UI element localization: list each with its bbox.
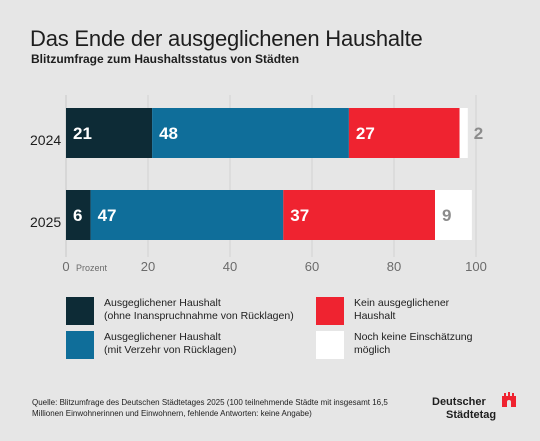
bar-segment [283, 190, 435, 240]
logo-text: Deutscher [432, 396, 486, 408]
chart-title: Das Ende der ausgeglichenen Haushalte [30, 26, 423, 51]
legend-label: Haushalt [354, 310, 396, 322]
x-axis-unit: Prozent [76, 263, 108, 273]
bar-segment [348, 108, 460, 158]
x-tick-label: 0 [62, 259, 69, 274]
data-label: 27 [356, 124, 375, 143]
legend-item-ausgeglichen-mit: Ausgeglichener Haushalt (mit Verzehr von… [66, 331, 236, 359]
legend-item-kein-ausgeglichen: Kein ausgeglichener Haushalt [316, 297, 449, 325]
x-axis: 0 20 40 60 80 100 Prozent [62, 259, 486, 274]
data-label: 47 [98, 206, 117, 225]
data-label: 6 [73, 206, 82, 225]
legend-label: (ohne Inanspruchnahme von Rücklagen) [104, 310, 294, 322]
category-label: 2024 [30, 132, 61, 148]
category-label: 2025 [30, 214, 61, 230]
bar-segment [66, 108, 153, 158]
legend-item-keine-einschaetzung: Noch keine Einschätzung möglich [316, 331, 473, 359]
data-label: 48 [159, 124, 178, 143]
bar-segment [459, 108, 468, 158]
chart-subtitle: Blitzumfrage zum Haushaltsstatus von Stä… [31, 52, 300, 66]
x-tick-label: 20 [141, 259, 155, 274]
legend-swatch [316, 331, 344, 359]
city-wall-icon [502, 392, 516, 407]
data-label: 21 [73, 124, 92, 143]
legend-label: Kein ausgeglichener [354, 297, 450, 309]
bar-segment [152, 108, 349, 158]
legend-label: Noch keine Einschätzung [354, 331, 473, 343]
data-label: 9 [442, 206, 451, 225]
logo-text: Städtetag [446, 409, 497, 421]
category-labels: 2024 2025 [30, 132, 61, 230]
x-tick-label: 80 [387, 259, 401, 274]
data-label: 2 [474, 124, 483, 143]
legend-label: (mit Verzehr von Rücklagen) [104, 344, 237, 356]
legend-item-ausgeglichen-ohne: Ausgeglichener Haushalt (ohne Inanspruch… [66, 297, 294, 325]
bar-segment [435, 190, 472, 240]
source-note: Quelle: Blitzumfrage des Deutschen Städt… [32, 398, 388, 418]
legend-label: möglich [354, 344, 391, 356]
bars: 21 48 27 2 6 47 37 9 [66, 108, 483, 240]
bar-segment [66, 190, 91, 240]
data-label: 37 [290, 206, 309, 225]
deutscher-staedtetag-logo: Deutscher Städtetag [432, 390, 522, 430]
legend-swatch [66, 297, 94, 325]
legend-swatch [316, 297, 344, 325]
x-tick-label: 40 [223, 259, 237, 274]
bar-segment [90, 190, 284, 240]
x-tick-label: 100 [465, 259, 487, 274]
legend-label: Ausgeglichener Haushalt [104, 331, 221, 343]
x-tick-label: 60 [305, 259, 319, 274]
legend-swatch [66, 331, 94, 359]
legend-label: Ausgeglichener Haushalt [104, 297, 221, 309]
